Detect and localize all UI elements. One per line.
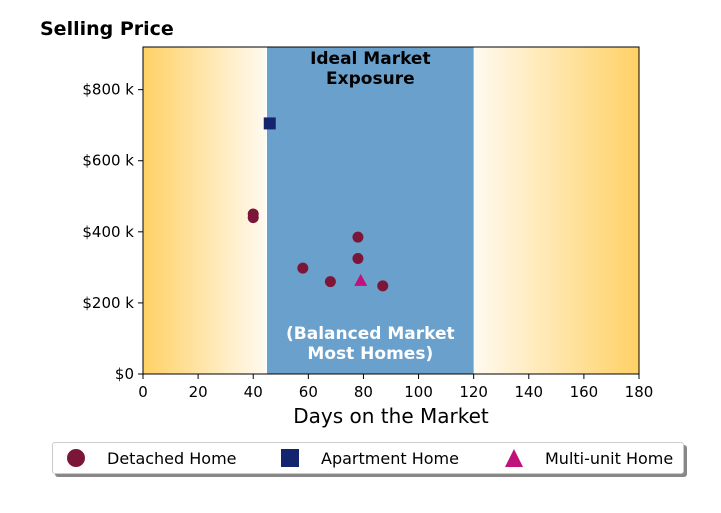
y-tick-label: $200 k <box>82 294 134 312</box>
x-tick-label: 0 <box>138 383 148 401</box>
band-label-line: Most Homes) <box>307 344 433 364</box>
legend-item-apartment: Apartment Home <box>279 443 459 473</box>
y-tick-label: $600 k <box>82 152 134 170</box>
detached-home-point <box>247 212 259 224</box>
band-label-bottom: (Balanced Market Most Homes) <box>286 324 455 364</box>
chart-title: Selling Price <box>40 18 174 40</box>
legend-label-detached: Detached Home <box>107 448 237 468</box>
data-points <box>247 117 389 292</box>
plot-background-right <box>474 47 639 374</box>
x-tick-label: 40 <box>244 383 263 401</box>
multi-unit-home-point <box>354 273 368 286</box>
square-marker-icon <box>281 449 299 467</box>
detached-home-point <box>324 276 336 288</box>
apartment-home-point <box>263 117 276 130</box>
ideal-market-band <box>267 47 474 374</box>
x-tick-label: 60 <box>299 383 318 401</box>
x-axis-ticks: 0 20 40 60 80 100 120 140 160 180 <box>138 374 653 401</box>
x-tick-label: 160 <box>570 383 599 401</box>
triangle-marker-icon <box>505 449 523 467</box>
circle-marker-icon <box>67 449 85 467</box>
x-tick-label: 100 <box>404 383 433 401</box>
legend-label-apartment: Apartment Home <box>321 448 459 468</box>
x-tick-label: 180 <box>625 383 654 401</box>
x-tick-label: 120 <box>459 383 488 401</box>
y-tick-label: $400 k <box>82 223 134 241</box>
band-label-line: Exposure <box>326 69 415 89</box>
plot-frame <box>142 46 640 375</box>
x-tick-label: 80 <box>354 383 373 401</box>
detached-home-point <box>377 280 389 292</box>
band-label-top: Ideal Market Exposure <box>310 49 431 89</box>
plot-background-left <box>143 47 266 374</box>
x-tick-label: 20 <box>189 383 208 401</box>
detached-home-point <box>297 262 309 274</box>
band-label-line: Ideal Market <box>310 49 431 69</box>
legend-item-multi-unit: Multi-unit Home <box>503 443 673 473</box>
band-label-line: (Balanced Market <box>286 324 455 344</box>
legend-item-detached: Detached Home <box>65 443 237 473</box>
detached-home-point <box>352 252 364 264</box>
detached-home-point <box>352 231 364 243</box>
y-axis-ticks: $0 $200 k $400 k $600 k $800 k <box>82 81 143 383</box>
x-axis-label: Days on the Market <box>293 404 489 428</box>
x-tick-label: 140 <box>514 383 543 401</box>
y-tick-label: $0 <box>115 365 134 383</box>
legend-label-multi-unit: Multi-unit Home <box>545 448 674 468</box>
y-tick-label: $800 k <box>82 81 134 99</box>
legend: Detached Home Apartment Home Multi-unit … <box>52 442 684 474</box>
